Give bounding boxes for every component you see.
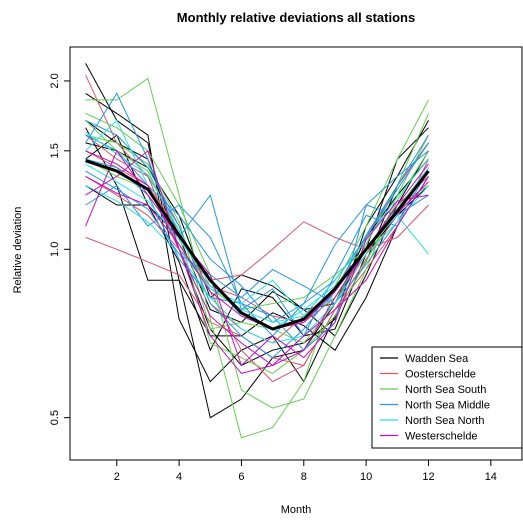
legend-entry: North Sea North (405, 415, 484, 427)
x-axis-label: Month (281, 504, 312, 516)
series-line (85, 77, 429, 439)
series-lines (85, 63, 429, 439)
x-tick-label: 12 (422, 471, 434, 483)
y-tick-label: 1.0 (49, 242, 61, 257)
series-line (85, 131, 429, 323)
x-tick-label: 6 (238, 471, 244, 483)
series-line (85, 120, 429, 374)
mean-line (85, 159, 430, 331)
series-line (85, 150, 429, 351)
series-line (85, 134, 429, 324)
series-line (85, 113, 429, 344)
legend-entry: North Sea Middle (405, 400, 490, 412)
x-tick-label: 4 (176, 471, 182, 483)
x-tick-label: 8 (301, 471, 307, 483)
legend-entry: Oosterschelde (405, 369, 476, 381)
series-line (85, 127, 429, 351)
series-line (85, 149, 429, 374)
y-tick-label: 2.0 (49, 73, 61, 88)
x-tick-label: 14 (485, 471, 497, 483)
legend-box (371, 346, 523, 449)
legend-entry: Wadden Sea (405, 353, 469, 365)
y-tick-label: 0.5 (49, 410, 61, 425)
mean-line-group (85, 159, 430, 331)
plot-frame (69, 46, 523, 461)
x-tick-label: 2 (114, 471, 120, 483)
axis-ticks: 2 4 6 8 10 12 14 0.5 1.0 1.5 2.0 (49, 73, 497, 483)
series-line (85, 170, 429, 305)
legend: Wadden Sea Oosterschelde North Sea South No… (371, 346, 523, 449)
legend-entry: North Sea South (405, 384, 486, 396)
x-tick-label: 10 (360, 471, 372, 483)
series-line (85, 119, 429, 367)
series-line (85, 185, 429, 344)
chart-title: Monthly relative deviations all stations (177, 10, 415, 25)
series-line (85, 119, 429, 359)
series-line (85, 142, 429, 311)
series-line (85, 92, 429, 337)
y-tick-label: 1.5 (49, 143, 61, 158)
y-axis-label: Relative deviation (12, 207, 24, 294)
legend-entry: Westerschelde (405, 431, 478, 443)
series-line (85, 134, 429, 344)
